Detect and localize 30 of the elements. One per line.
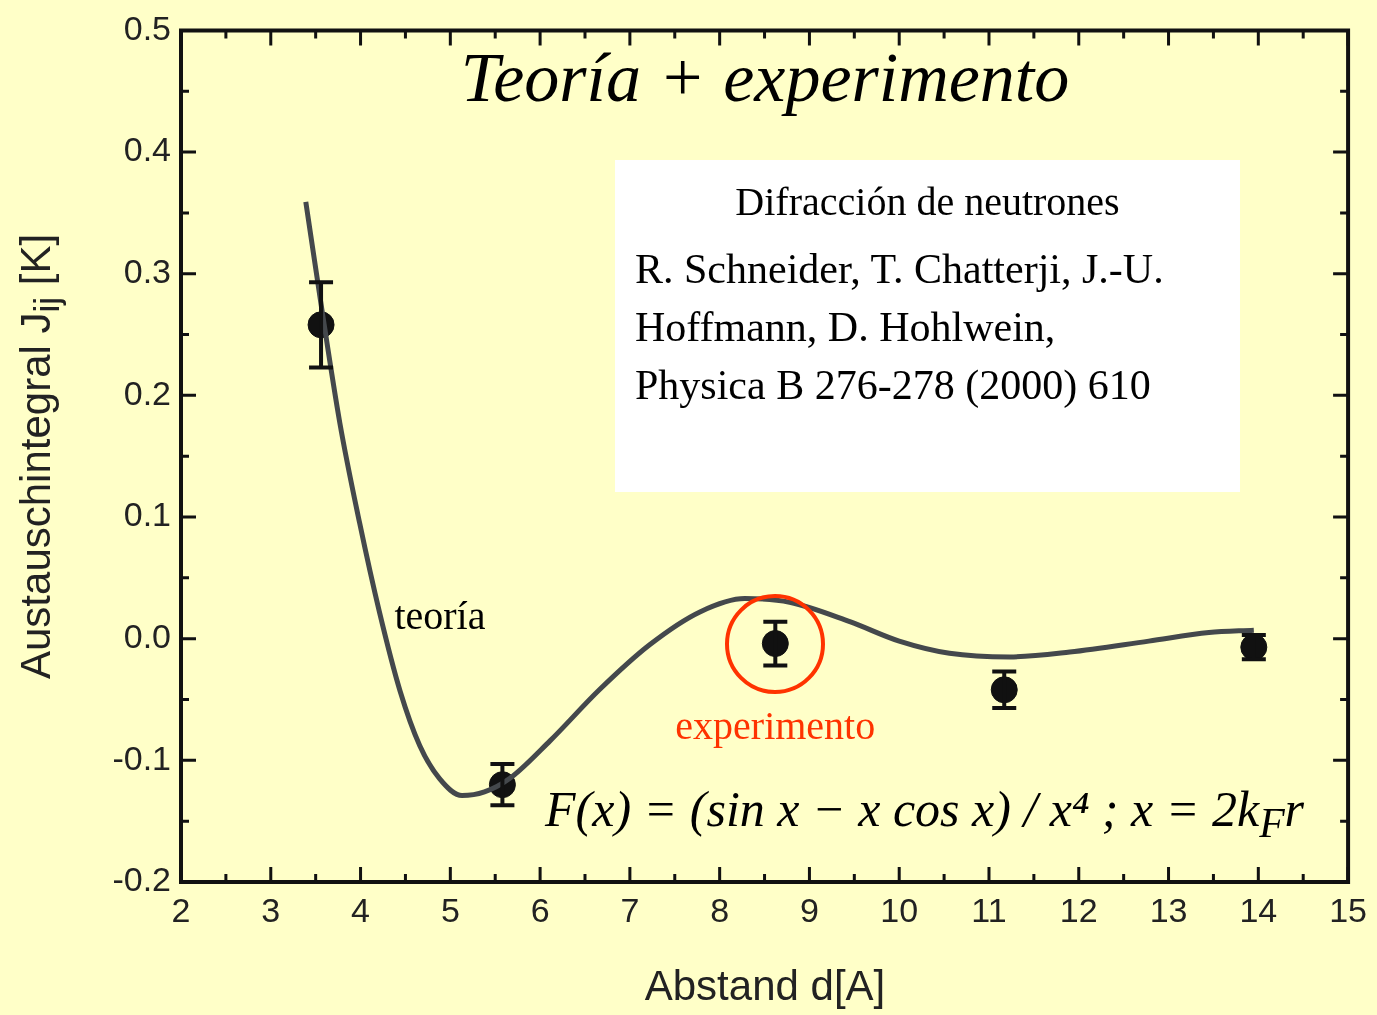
x-axis-title: Abstand d[A]: [643, 962, 887, 1010]
annotation: R. Schneider, T. Chatterji, J.-U. Hoffmann, D. Hohlwein, Physica B 276-278 (2000) 610: [635, 245, 1165, 410]
x-tick-label: 10: [880, 890, 919, 929]
y-tick-label: 0.1: [123, 495, 171, 534]
y-tick-label: 0.4: [123, 130, 171, 169]
x-tick-label: 14: [1239, 890, 1278, 929]
x-tick-label: 4: [351, 890, 371, 929]
y-tick-label: -0.2: [112, 860, 171, 899]
annotation: Difracción de neutrones: [734, 178, 1121, 225]
series-label: teoría: [394, 591, 486, 639]
x-tick-label: 9: [799, 890, 819, 929]
x-tick-label: 6: [530, 890, 550, 929]
x-tick-label: 7: [620, 890, 640, 929]
x-tick-label: 12: [1059, 890, 1098, 929]
y-tick-label: -0.1: [112, 738, 171, 777]
chart-title: Teoría + experimento: [459, 38, 1071, 118]
x-tick-label: 13: [1149, 890, 1188, 929]
annotation: experimento: [675, 701, 876, 749]
y-tick-label: 0.5: [123, 8, 171, 47]
x-tick-label: 3: [261, 890, 281, 929]
text-box: Difracción de neutrones R. Schneider, T. Chatterji, J.-U. Hoffmann, D. Hohlwein, Physica B 276-278 (2000) 610: [615, 160, 1240, 492]
x-tick-label: 5: [440, 890, 460, 929]
x-tick-label: 2: [171, 890, 191, 929]
y-tick-label: 0.3: [123, 252, 171, 291]
annotation: F(x) = (sin x − x cos x) / x⁴ ; x = 2k$_{F}$r: [545, 780, 1305, 847]
x-tick-label: 11: [971, 890, 1007, 929]
x-tick-label: 15: [1329, 890, 1367, 929]
y-tick-label: 0.2: [123, 373, 171, 412]
x-tick-label: 8: [710, 890, 730, 929]
y-tick-label: 0.0: [123, 617, 171, 656]
